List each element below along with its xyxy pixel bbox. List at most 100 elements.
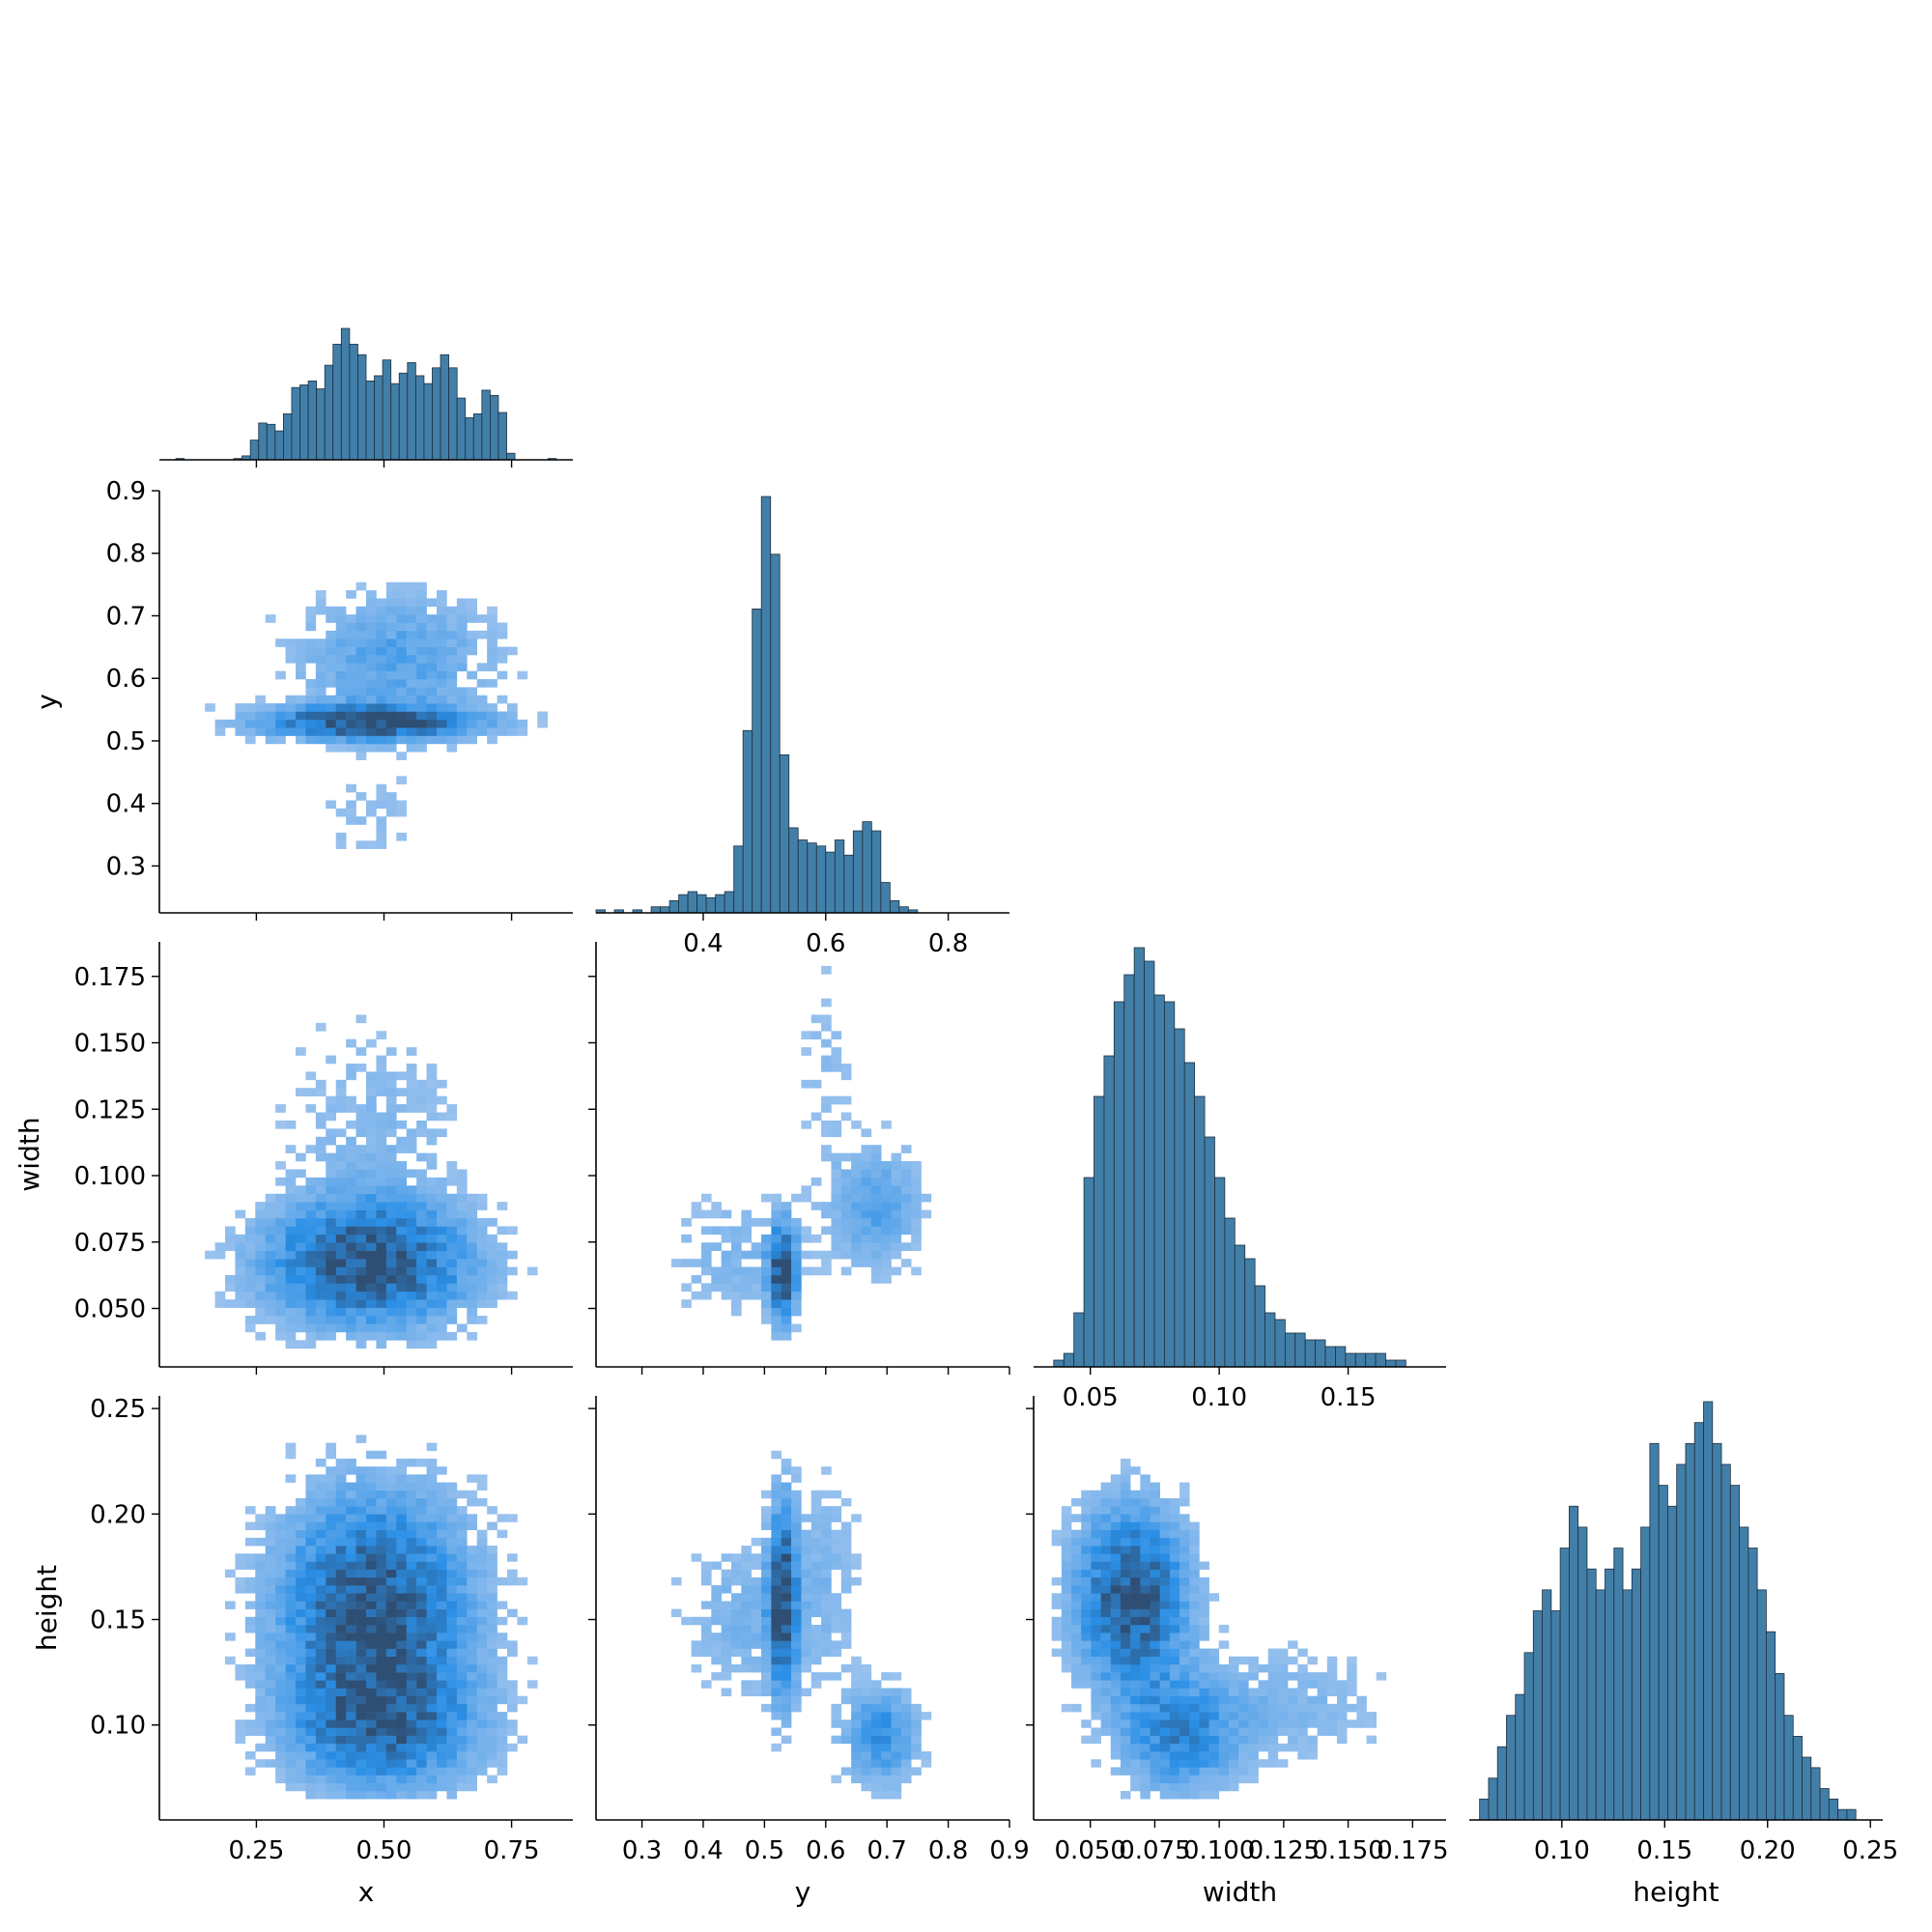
joint-height-x-cell	[295, 1633, 306, 1641]
joint-height-x-cell	[224, 1633, 236, 1641]
joint-y-x-cell	[497, 654, 508, 664]
joint-height-width-cell	[1258, 1703, 1269, 1713]
joint-height-x-cell	[326, 1601, 337, 1609]
joint-height-x-cell	[285, 1601, 297, 1609]
joint-width-x-cell	[335, 1193, 347, 1203]
joint-width-x-cell	[406, 1063, 417, 1072]
diag-width-bar-28	[1315, 1339, 1326, 1368]
joint-height-x-cell	[487, 1672, 497, 1681]
joint-height-y-cell	[840, 1719, 852, 1728]
joint-height-x-cell	[285, 1442, 297, 1452]
joint-y-x-cell	[396, 614, 408, 623]
joint-height-width-cell	[1110, 1616, 1122, 1626]
joint-width-x-cell	[285, 1274, 297, 1284]
joint-y-x-cell	[437, 719, 447, 728]
joint-height-x-cell	[244, 1680, 256, 1689]
joint-height-y-cell	[810, 1537, 822, 1547]
joint-height-width-cell	[1258, 1695, 1269, 1705]
joint-height-x-cell	[346, 1466, 356, 1475]
joint-y-x-cell	[487, 719, 497, 728]
joint-height-width-cell	[1189, 1727, 1200, 1736]
joint-height-width-cell	[1100, 1569, 1112, 1578]
joint-height-width-cell	[1288, 1703, 1298, 1713]
xlabel-height: height	[1633, 1876, 1719, 1908]
joint-height-width-cell	[1189, 1577, 1200, 1586]
joint-height-y-cell	[840, 1546, 852, 1554]
joint-height-x-cell	[376, 1727, 387, 1736]
joint-height-x-cell	[497, 1633, 508, 1641]
joint-height-x-cell	[335, 1482, 347, 1492]
joint-height-width-cell	[1110, 1688, 1122, 1696]
joint-height-x-cell	[476, 1743, 488, 1752]
joint-width-x-cell	[385, 1193, 397, 1203]
diag-y-bar-6	[650, 906, 661, 914]
joint-height-width-cell	[1248, 1672, 1259, 1681]
diag-height-bar-39	[1828, 1798, 1839, 1821]
joint-height-x-cell	[416, 1514, 427, 1522]
joint-width-y-cell	[730, 1299, 742, 1308]
joint-height-width-cell	[1110, 1719, 1122, 1728]
joint-height-width-cell	[1248, 1775, 1259, 1784]
joint-height-x-cell	[446, 1648, 458, 1658]
joint-height-x-cell	[346, 1751, 356, 1760]
joint-height-width-cell	[1130, 1521, 1141, 1530]
joint-height-width-cell	[1267, 1735, 1279, 1745]
joint-height-x-cell	[335, 1703, 347, 1713]
joint-y-x-cell	[517, 719, 528, 728]
joint-height-x-cell	[355, 1663, 367, 1673]
joint-height-x-cell	[295, 1569, 306, 1578]
joint-height-x-cell	[295, 1751, 306, 1760]
joint-height-width-cell	[1071, 1569, 1082, 1578]
joint-height-x-cell	[467, 1474, 478, 1483]
joint-y-x-cell	[376, 663, 387, 671]
joint-width-x-cell	[335, 1088, 347, 1096]
joint-height-width-cell	[1189, 1775, 1200, 1784]
diag-width-bar-23	[1264, 1312, 1276, 1368]
joint-height-width-cell	[1277, 1719, 1289, 1728]
diag-y-bar-33	[898, 906, 909, 914]
joint-width-y-cell	[881, 1234, 892, 1243]
diag-height-bar-9	[1559, 1548, 1570, 1821]
joint-height-width-cell	[1140, 1577, 1151, 1586]
joint-height-x-cell	[497, 1672, 508, 1681]
joint-height-x-cell	[285, 1569, 297, 1578]
diag-width-xtick-label-2: 0.15	[1321, 1383, 1377, 1412]
joint-height-y-cell	[791, 1680, 802, 1689]
joint-height-width-cell	[1091, 1712, 1101, 1720]
joint-y-x-cell	[456, 630, 468, 639]
joint-height-x-cell	[326, 1735, 337, 1745]
joint-height-width-cell	[1100, 1537, 1112, 1547]
joint-height-x-cell	[437, 1577, 447, 1586]
joint-height-x-cell	[315, 1553, 327, 1562]
joint-height-y-cell	[870, 1759, 882, 1768]
joint-height-y-cell	[840, 1695, 852, 1705]
joint-height-x-cell	[396, 1759, 408, 1768]
joint-height-y-cell	[840, 1640, 852, 1649]
joint-width-x-cell	[244, 1283, 256, 1293]
joint-height-x-cell	[385, 1767, 397, 1776]
diag-y-xtick-label-2: 0.8	[928, 929, 968, 958]
joint-height-width-cell	[1208, 1782, 1220, 1792]
joint-height-width-cell	[1140, 1553, 1151, 1562]
joint-height-x-cell	[426, 1458, 438, 1467]
joint-height-x-cell	[265, 1672, 276, 1681]
joint-height-x-cell	[456, 1514, 468, 1522]
joint-width-y-cell	[881, 1209, 892, 1219]
joint-height-width-cell	[1140, 1767, 1151, 1776]
joint-height-width-cell	[1150, 1695, 1160, 1705]
joint-height-width-cell	[1169, 1497, 1180, 1507]
joint-height-y-cell	[810, 1514, 822, 1522]
joint-width-x-cell	[366, 1307, 377, 1317]
joint-height-x-cell	[426, 1601, 438, 1609]
joint-height-x-cell	[437, 1688, 447, 1696]
joint-height-x-cell	[355, 1751, 367, 1760]
joint-height-x-cell	[355, 1790, 367, 1800]
joint-height-width-cell	[1061, 1546, 1072, 1554]
joint-width-x-cell	[335, 1299, 347, 1308]
joint-width-y-cell	[810, 1079, 822, 1089]
joint-height-x-cell	[366, 1529, 377, 1539]
joint-height-x-cell	[275, 1640, 286, 1649]
joint-height-x-cell	[406, 1656, 417, 1665]
joint-width-x-cell	[376, 1307, 387, 1317]
joint-width-x-cell	[456, 1218, 468, 1227]
